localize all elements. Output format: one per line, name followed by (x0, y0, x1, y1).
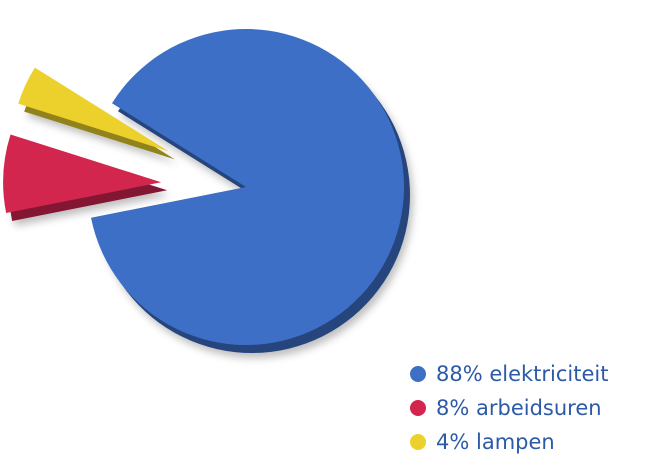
pie-slice-arbeidsuren (3, 134, 162, 213)
legend-swatch (410, 366, 426, 382)
legend-label: 88% elektriciteit (436, 362, 609, 386)
legend-label: 4% lampen (436, 430, 555, 454)
legend-item: 4% lampen (410, 425, 609, 459)
legend-swatch (410, 400, 426, 416)
pie-slice-lampen (18, 67, 169, 152)
legend-label: 8% arbeidsuren (436, 396, 602, 420)
legend: 88% elektriciteit 8% arbeidsuren 4% lamp… (410, 357, 609, 459)
legend-item: 8% arbeidsuren (410, 391, 609, 425)
pie-slice-elektriciteit (91, 29, 404, 346)
legend-item: 88% elektriciteit (410, 357, 609, 391)
legend-swatch (410, 434, 426, 450)
